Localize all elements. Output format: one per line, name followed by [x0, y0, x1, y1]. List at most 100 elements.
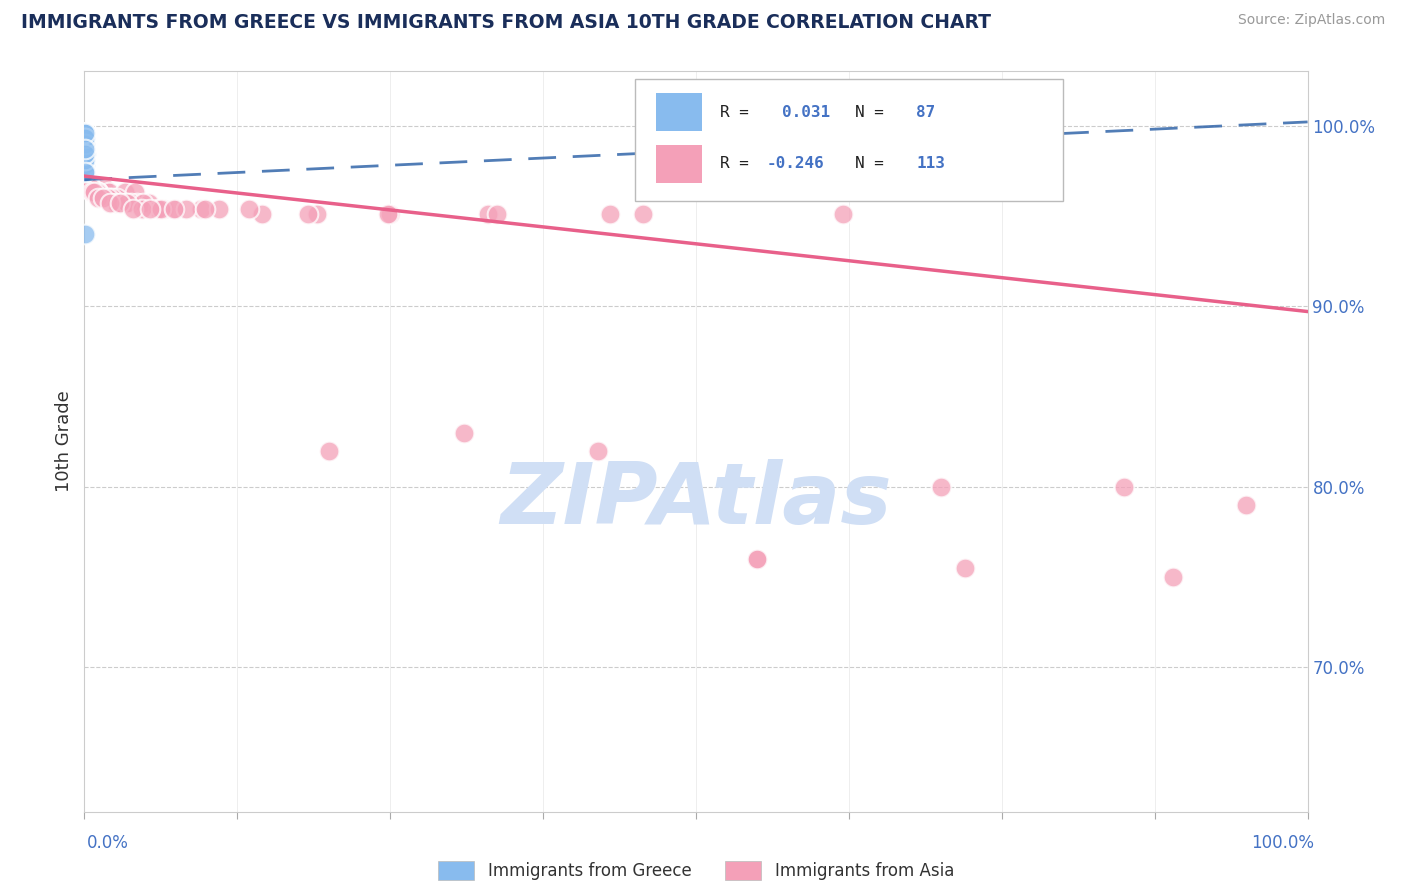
Text: ZIPAtlas: ZIPAtlas: [501, 459, 891, 542]
Point: [318, 443, 340, 458]
Point: [76, 174, 98, 188]
Point: [73, 131, 96, 145]
Point: [75, 147, 97, 161]
Legend: Immigrants from Greece, Immigrants from Asia: Immigrants from Greece, Immigrants from …: [429, 853, 963, 888]
Point: [73, 126, 96, 140]
Point: [79, 180, 101, 194]
Point: [73, 163, 96, 178]
Point: [115, 196, 138, 211]
Point: [377, 207, 399, 221]
Point: [73, 147, 96, 161]
Point: [120, 196, 142, 211]
Point: [75, 158, 97, 172]
Point: [76, 174, 98, 188]
Point: [73, 131, 96, 145]
Point: [586, 443, 609, 458]
Point: [73, 131, 96, 145]
Text: Source: ZipAtlas.com: Source: ZipAtlas.com: [1237, 13, 1385, 28]
Point: [131, 202, 153, 216]
Point: [77, 180, 100, 194]
Point: [73, 136, 96, 151]
Point: [94, 191, 117, 205]
Point: [73, 126, 96, 140]
Point: [73, 142, 96, 156]
Point: [75, 153, 97, 167]
Point: [87, 186, 110, 200]
Point: [73, 136, 96, 151]
Point: [73, 142, 96, 156]
Point: [83, 186, 105, 200]
Point: [73, 136, 96, 151]
Point: [75, 169, 97, 183]
Text: 100.0%: 100.0%: [1251, 834, 1315, 852]
Point: [75, 169, 97, 183]
Point: [73, 142, 96, 156]
Point: [86, 186, 108, 200]
Point: [305, 207, 328, 221]
Point: [477, 207, 499, 221]
FancyBboxPatch shape: [636, 78, 1063, 201]
Point: [84, 186, 107, 200]
Point: [98, 191, 121, 205]
Point: [73, 142, 96, 156]
Point: [77, 180, 100, 194]
Point: [73, 126, 96, 140]
Point: [76, 174, 98, 188]
Point: [75, 169, 97, 183]
Point: [138, 196, 160, 211]
Text: 87: 87: [917, 104, 935, 120]
Point: [97, 191, 120, 205]
Point: [153, 202, 176, 216]
Text: 0.031: 0.031: [782, 104, 830, 120]
Point: [77, 180, 100, 194]
Point: [831, 207, 853, 221]
Point: [73, 142, 96, 156]
Point: [105, 191, 128, 205]
Text: 113: 113: [917, 156, 945, 171]
Point: [73, 131, 96, 145]
Point: [75, 174, 97, 188]
Point: [73, 142, 96, 156]
Y-axis label: 10th Grade: 10th Grade: [55, 391, 73, 492]
Point: [75, 174, 97, 188]
Point: [101, 191, 124, 205]
Point: [77, 180, 100, 194]
Point: [73, 163, 96, 178]
Point: [79, 180, 101, 194]
Point: [139, 202, 162, 216]
Point: [453, 425, 475, 440]
Point: [75, 147, 97, 161]
Point: [73, 142, 96, 156]
Point: [73, 126, 96, 140]
Point: [76, 174, 98, 188]
Text: R =: R =: [720, 104, 759, 120]
Point: [73, 147, 96, 161]
Point: [250, 207, 273, 221]
Point: [76, 174, 98, 188]
Point: [73, 163, 96, 178]
Point: [1114, 480, 1136, 494]
Point: [110, 196, 132, 211]
Point: [73, 131, 96, 145]
Point: [73, 136, 96, 151]
Point: [75, 163, 97, 178]
Point: [75, 165, 97, 179]
Point: [73, 131, 96, 145]
Point: [747, 552, 769, 566]
Point: [90, 191, 112, 205]
Point: [79, 180, 101, 194]
Point: [73, 147, 96, 161]
Point: [125, 196, 148, 211]
Point: [84, 186, 107, 200]
Point: [73, 153, 96, 167]
Point: [73, 131, 96, 145]
Point: [73, 142, 96, 156]
Point: [163, 202, 186, 216]
Point: [73, 153, 96, 167]
Text: R =: R =: [720, 156, 759, 171]
Point: [82, 186, 104, 200]
Point: [73, 147, 96, 161]
Point: [73, 142, 96, 156]
Point: [75, 142, 97, 156]
Point: [73, 147, 96, 161]
